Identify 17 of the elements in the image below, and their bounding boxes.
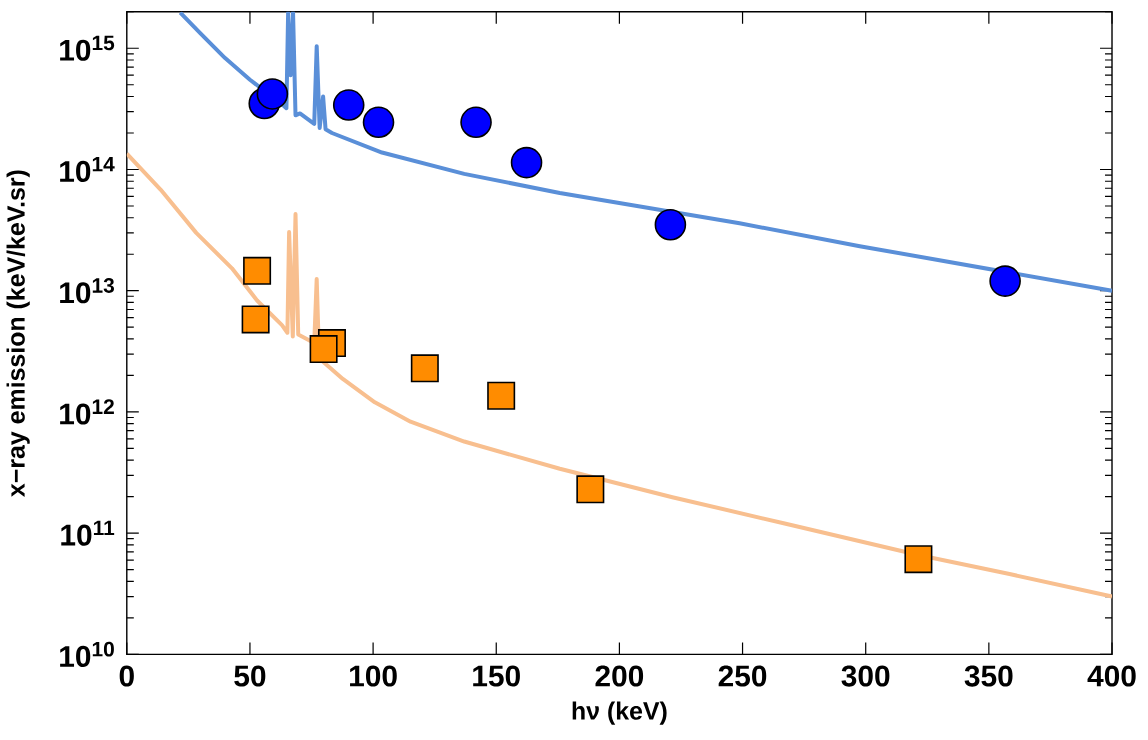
x-tick-label: 150 bbox=[473, 665, 520, 687]
x-tick-label: 100 bbox=[350, 665, 397, 687]
x-tick-label: 400 bbox=[1087, 665, 1136, 687]
y-axis-title: x−ray emission (keV/keV.sr) bbox=[6, 170, 30, 497]
x-tick-label: 50 bbox=[234, 665, 266, 687]
y-tick-label: 10$^{14}$ bbox=[60, 156, 115, 183]
y-tick-label: 10$^{11}$ bbox=[61, 520, 115, 546]
y-tick-label: 10$^{15}$ bbox=[60, 35, 115, 61]
x-axis-title: hν (keV) bbox=[572, 701, 667, 725]
x-tick-label: 200 bbox=[595, 665, 644, 687]
x-tick-label: 300 bbox=[841, 665, 890, 687]
y-tick-label: 10$^{13}$ bbox=[60, 278, 114, 304]
y-tick-label: 10$^{10}$ bbox=[60, 641, 114, 668]
y-tick-label: 10$^{12}$ bbox=[60, 399, 114, 425]
x-tick-label: 350 bbox=[964, 665, 1013, 687]
x-tick-label: 0 bbox=[119, 665, 134, 687]
x-tick-label: 250 bbox=[718, 665, 767, 687]
